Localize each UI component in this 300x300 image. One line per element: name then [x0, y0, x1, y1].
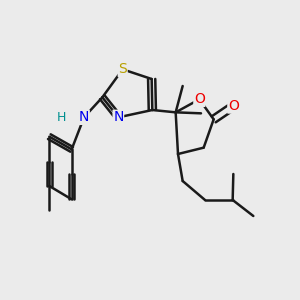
Text: N: N — [79, 110, 89, 124]
Text: S: S — [118, 62, 127, 76]
Text: N: N — [113, 110, 124, 124]
Text: H: H — [57, 111, 66, 124]
Text: O: O — [228, 99, 239, 113]
Text: O: O — [194, 92, 205, 106]
